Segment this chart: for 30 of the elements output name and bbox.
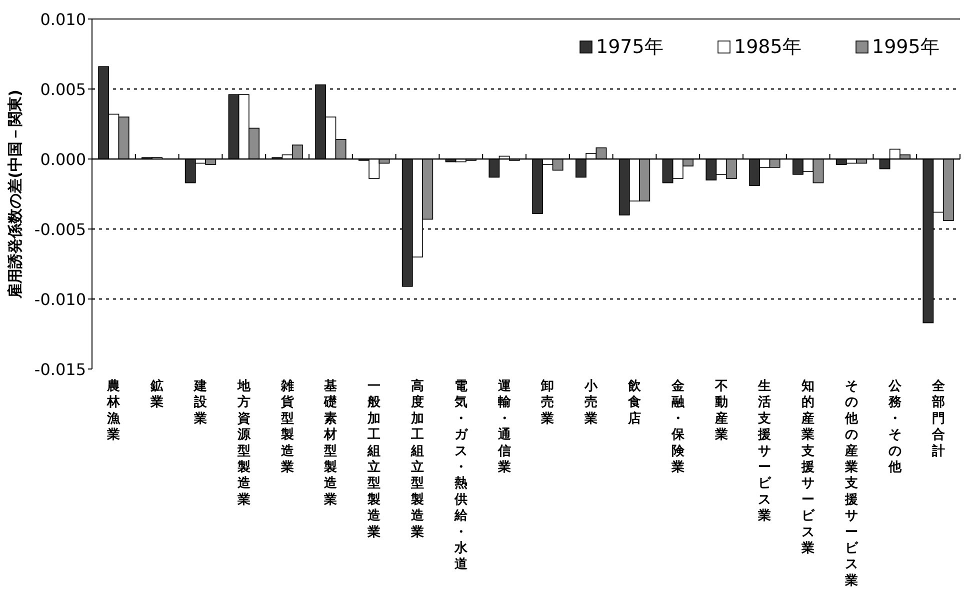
y-tick-label: 0.000 [40, 150, 86, 169]
legend-label: 1995年 [872, 36, 940, 58]
x-tick-label: 飲食店 [627, 379, 642, 426]
x-tick-label: 不動産業 [714, 379, 728, 443]
x-tick-label: 卸売業 [540, 379, 554, 426]
y-tick-label: -0.005 [34, 220, 86, 239]
legend-label: 1975年 [596, 36, 664, 58]
x-tick-label: 雑貨型製造業 [280, 379, 295, 475]
y-tick-label: -0.010 [34, 290, 86, 309]
category-label: 一般加工組立型製造業 [368, 379, 381, 540]
y-axis-title: 雇用誘発係数の差(中国－関東) [6, 90, 24, 300]
x-tick-label: 地方資源型製造業 [236, 379, 252, 508]
y-tick-label: 0.005 [40, 80, 86, 99]
x-tick-label: 鉱業 [150, 378, 164, 410]
y-tick-label: 0.010 [40, 10, 86, 29]
x-tick-label: 基礎素材型製造業 [323, 379, 338, 508]
y-tick-label: -0.015 [34, 360, 86, 379]
x-tick-label: 公務・その他 [887, 379, 902, 475]
x-tick-label: 運輸・通信業 [496, 379, 512, 475]
category-label: その他の産業支援サービス業 [845, 379, 858, 588]
x-tick-label: 全部門合計 [930, 379, 946, 459]
x-tick-label: 小売業 [584, 379, 599, 426]
category-label: 知的産業支援サービス業 [802, 379, 815, 556]
x-tick-label: 農林漁業 [106, 379, 122, 443]
category-label: 電気・ガス・熱供給・水道 [454, 379, 468, 572]
category-label: 高度加工組立型製造業 [411, 379, 424, 540]
x-tick-label: 金融・保険業 [670, 379, 686, 475]
category-label: 生活支援サービス業 [758, 379, 772, 524]
x-tick-label: 建設業 [193, 379, 208, 426]
legend-label: 1985年 [734, 36, 802, 58]
